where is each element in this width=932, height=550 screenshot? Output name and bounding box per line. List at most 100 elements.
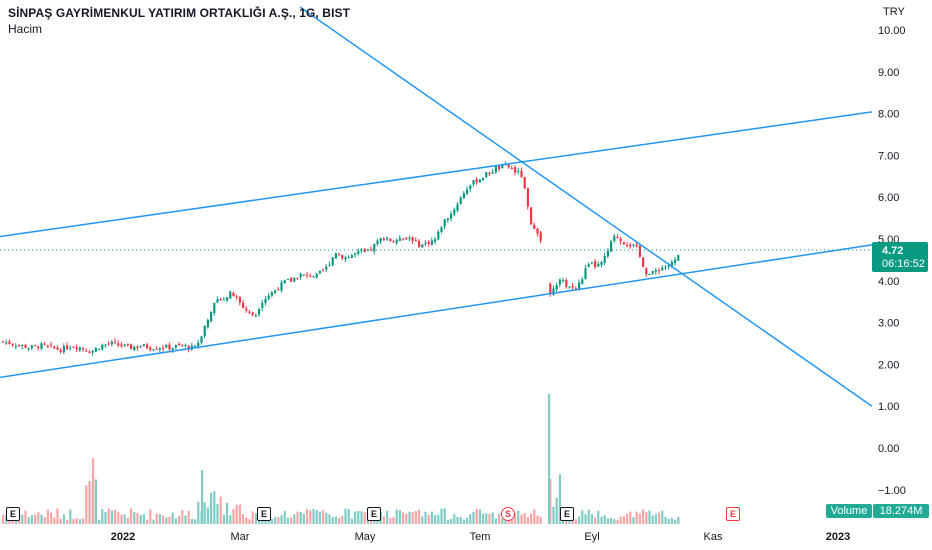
volume-bar bbox=[478, 509, 481, 524]
candle-body bbox=[242, 302, 245, 308]
volume-bar bbox=[437, 514, 440, 524]
time-axis[interactable]: 2022 Mar May Tem Eyl Kas 2023 bbox=[111, 531, 850, 543]
volume-indicator-label[interactable]: Hacim bbox=[8, 22, 43, 36]
candle-body bbox=[523, 176, 526, 189]
earnings-event-icon[interactable]: E bbox=[257, 507, 271, 521]
volume-bar bbox=[245, 517, 248, 524]
volume-bar bbox=[574, 519, 577, 524]
candle-body bbox=[661, 267, 664, 271]
volume-bar bbox=[242, 514, 245, 524]
candle-body bbox=[635, 244, 638, 247]
candle-body bbox=[648, 273, 651, 275]
candle-body bbox=[658, 270, 661, 272]
split-event-icon[interactable]: S bbox=[501, 507, 515, 521]
volume-bar bbox=[555, 497, 558, 524]
earnings-event-icon[interactable]: E bbox=[726, 507, 740, 521]
volume-bar bbox=[24, 510, 27, 524]
volume-bar bbox=[654, 514, 657, 524]
candle-body bbox=[174, 345, 177, 348]
last-price-tag: 4.72 06:16:52 bbox=[872, 242, 928, 272]
volume-bar bbox=[53, 517, 56, 524]
volume-bar bbox=[434, 515, 437, 524]
volume-bar bbox=[146, 519, 149, 524]
candle-body bbox=[261, 302, 264, 308]
candle-body bbox=[558, 279, 561, 285]
candle-body bbox=[670, 261, 673, 266]
volume-bar bbox=[21, 514, 24, 524]
volume-bar bbox=[85, 485, 88, 524]
price-tick-label: 3.00 bbox=[878, 318, 899, 330]
volume-bar bbox=[190, 518, 193, 524]
bar-countdown: 06:16:52 bbox=[882, 258, 925, 270]
candle-body bbox=[24, 344, 27, 348]
candle-body bbox=[619, 238, 622, 242]
candle-body bbox=[376, 240, 379, 245]
volume-bar bbox=[306, 509, 309, 524]
price-axis[interactable]: 10.009.008.007.006.005.004.003.002.001.0… bbox=[878, 25, 906, 497]
volume-bar bbox=[82, 518, 85, 524]
price-tick-label: 8.00 bbox=[878, 109, 899, 121]
candle-body bbox=[610, 241, 613, 252]
candle-body bbox=[120, 344, 123, 347]
volume-bar bbox=[168, 516, 171, 524]
candle-body bbox=[578, 282, 581, 290]
volume-bar bbox=[626, 513, 629, 524]
candle-body bbox=[245, 308, 248, 311]
candle-body bbox=[411, 237, 414, 241]
candle-body bbox=[136, 346, 139, 348]
candle-body bbox=[568, 286, 571, 288]
candle-body bbox=[360, 249, 363, 251]
candle-body bbox=[248, 311, 251, 313]
candle-body bbox=[280, 282, 283, 291]
volume-bar bbox=[171, 512, 174, 524]
volume-bar bbox=[584, 514, 587, 524]
volume-bar bbox=[424, 511, 427, 524]
volume-bar bbox=[645, 512, 648, 524]
earnings-event-icon[interactable]: E bbox=[560, 507, 574, 521]
volume-bar bbox=[280, 515, 283, 524]
candle-body bbox=[590, 262, 593, 264]
volume-badge-label: Volume bbox=[826, 504, 872, 518]
candle-body bbox=[520, 170, 523, 178]
candle-body bbox=[226, 297, 229, 301]
volume-bar bbox=[482, 513, 485, 524]
volume-bar bbox=[43, 517, 46, 524]
candle-body bbox=[392, 241, 395, 243]
candle-body bbox=[254, 315, 257, 317]
candle-body bbox=[402, 238, 405, 240]
volume-bar bbox=[235, 504, 238, 524]
candle-body bbox=[507, 164, 510, 168]
earnings-event-icon[interactable]: E bbox=[367, 507, 381, 521]
volume-bar bbox=[456, 517, 459, 524]
volume-bar bbox=[203, 502, 206, 524]
candle-body bbox=[389, 238, 392, 242]
candle-body bbox=[616, 236, 619, 238]
volume-bar bbox=[357, 510, 360, 524]
candle-body bbox=[21, 344, 24, 347]
volume-bar bbox=[450, 518, 453, 524]
candle-body bbox=[152, 349, 155, 351]
candle-body bbox=[594, 261, 597, 267]
volume-bar bbox=[488, 513, 491, 524]
earnings-event-icon[interactable]: E bbox=[6, 507, 20, 521]
volume-bar bbox=[210, 492, 213, 524]
volume-bar bbox=[130, 508, 133, 524]
candle-body bbox=[434, 239, 437, 242]
candle-body bbox=[587, 264, 590, 268]
candle-body bbox=[584, 268, 587, 280]
candle-body bbox=[267, 295, 270, 300]
candle-body bbox=[123, 344, 126, 346]
candle-body bbox=[72, 346, 75, 348]
volume-bar bbox=[520, 514, 523, 524]
volume-bar bbox=[69, 509, 72, 524]
candle-body bbox=[30, 345, 33, 348]
candle-body bbox=[632, 244, 635, 246]
volume-bar bbox=[514, 513, 517, 524]
volume-bar bbox=[667, 518, 670, 524]
volume-bar bbox=[603, 515, 606, 524]
candle-body bbox=[469, 185, 472, 189]
candle-body bbox=[418, 240, 421, 247]
volume-bar bbox=[613, 519, 616, 524]
candle-body bbox=[219, 298, 222, 301]
